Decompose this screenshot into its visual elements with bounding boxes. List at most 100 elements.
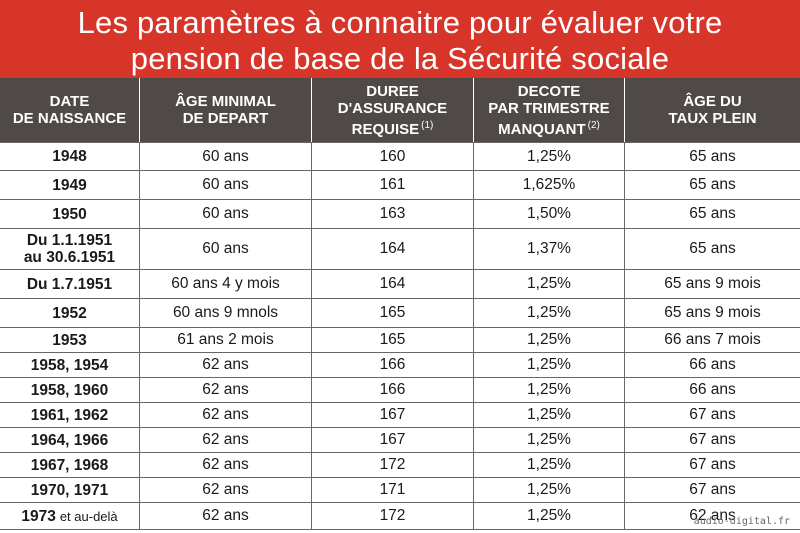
watermark: audio-digital.fr: [693, 516, 790, 527]
cell-min-age: 62 ans: [140, 453, 312, 477]
cell-discount: 1,25%: [474, 270, 625, 298]
table-header: DATE DE NAISSANCE ÂGE MINIMAL DE DEPART …: [0, 78, 800, 142]
birth-date-value: 1958, 1954: [30, 356, 109, 374]
cell-full-rate-age: 66 ans 7 mois: [664, 331, 761, 348]
cell-discount: 1,25%: [474, 403, 625, 427]
table-row: 1973 et au-delà 62 ans 172 1,25% 62 ans: [0, 503, 800, 530]
header-discount: DECOTE PAR TRIMESTRE MANQUANT (2): [474, 78, 625, 142]
cell-birth-date: 1973 et au-delà: [0, 503, 140, 529]
header-duration: DUREE D'ASSURANCE REQUISE (1): [312, 78, 474, 142]
header-min-age-line-1: ÂGE MINIMAL: [175, 93, 276, 110]
birth-date-value: 1953: [52, 331, 87, 349]
cell-birth-date: 1967, 1968: [0, 453, 140, 477]
table-row: 1950 60 ans 163 1,50% 65 ans: [0, 200, 800, 229]
cell-birth-date: Du 1.7.1951: [0, 270, 140, 298]
cell-duration: 163: [312, 200, 474, 228]
cell-duration: 172: [312, 503, 474, 529]
header-duration-line-3: REQUISE (1): [352, 117, 434, 138]
cell-min-age: 62 ans: [140, 353, 312, 377]
cell-discount: 1,25%: [474, 428, 625, 452]
birth-date-value: 1961, 1962: [30, 406, 109, 424]
title-banner: Les paramètres à connaitre pour évaluer …: [0, 0, 800, 78]
cell-discount: 1,37%: [474, 229, 625, 269]
cell-birth-date: 1970, 1971: [0, 478, 140, 502]
cell-discount: 1,25%: [474, 453, 625, 477]
footnote-1: (1): [421, 119, 434, 131]
title-line-1: Les paramètres à connaitre pour évaluer …: [77, 5, 723, 40]
cell-full-rate-age: 65 ans: [689, 147, 736, 165]
cell-discount: 1,25%: [474, 378, 625, 402]
cell-duration: 161: [312, 171, 474, 199]
cell-birth-date: 1953: [0, 328, 140, 352]
table-row: 1958, 1960 62 ans 166 1,25% 66 ans: [0, 378, 800, 403]
birth-date-value: 1967, 1968: [30, 456, 109, 474]
cell-min-age: 62 ans: [140, 478, 312, 502]
cell-full-rate-age: 67 ans: [689, 406, 736, 423]
birth-date-value: 1949: [52, 176, 87, 194]
cell-min-age: 61 ans 2 mois: [140, 328, 312, 352]
birth-date-value: 1964, 1966: [30, 431, 109, 449]
cell-discount: 1,25%: [474, 328, 625, 352]
cell-discount: 1,25%: [474, 143, 625, 170]
cell-full-rate-age: 65 ans: [689, 205, 736, 222]
cell-full-rate-age: 67 ans: [689, 431, 736, 448]
cell-birth-date: 1950: [0, 200, 140, 228]
table-row: 1949 60 ans 161 1,625% 65 ans: [0, 171, 800, 200]
cell-birth-date: 1961, 1962: [0, 403, 140, 427]
title-line-2: pension de base de la Sécurité sociale: [130, 41, 670, 76]
cell-min-age: 60 ans: [140, 171, 312, 199]
table-row: 1961, 1962 62 ans 167 1,25% 67 ans: [0, 403, 800, 428]
cell-duration: 172: [312, 453, 474, 477]
table-row: 1964, 1966 62 ans 167 1,25% 67 ans: [0, 428, 800, 453]
table-row: 1967, 1968 62 ans 172 1,25% 67 ans: [0, 453, 800, 478]
header-full-rate-age: ÂGE DU TAUX PLEIN: [625, 78, 800, 142]
cell-full-rate-age: 67 ans: [689, 481, 736, 498]
cell-min-age: 60 ans 9 mnols: [140, 299, 312, 327]
cell-full-rate-age: 65 ans: [689, 176, 736, 193]
header-discount-line-3: MANQUANT (2): [498, 117, 600, 138]
cell-full-rate-age: 65 ans 9 mois: [664, 304, 761, 321]
cell-discount: 1,25%: [474, 299, 625, 327]
table-row: 1953 61 ans 2 mois 165 1,25% 66 ans 7 mois: [0, 328, 800, 353]
table-row: 1970, 1971 62 ans 171 1,25% 67 ans: [0, 478, 800, 503]
cell-full-rate-age: 66 ans: [689, 381, 736, 398]
cell-birth-date: 1958, 1960: [0, 378, 140, 402]
cell-duration: 171: [312, 478, 474, 502]
birth-date-value: 1958, 1960: [30, 381, 109, 399]
cell-discount: 1,25%: [474, 503, 625, 529]
cell-birth-date: 1958, 1954: [0, 353, 140, 377]
table-row: Du 1.1.1951 au 30.6.1951 60 ans 164 1,37% 65 …: [0, 229, 800, 270]
table-row: Du 1.7.1951 60 ans 4 y mois 164 1,25% 65 ans…: [0, 270, 800, 299]
header-duration-line-1: DUREE: [366, 82, 419, 100]
birth-date-value: Du 1.7.1951: [26, 275, 113, 293]
cell-duration: 164: [312, 270, 474, 298]
cell-discount: 1,50%: [474, 200, 625, 228]
cell-min-age: 62 ans: [140, 503, 312, 529]
cell-duration: 167: [312, 403, 474, 427]
header-duration-line-2: D'ASSURANCE: [337, 99, 448, 117]
birth-date-line-2: au 30.6.1951: [23, 249, 116, 266]
cell-birth-date: 1952: [0, 299, 140, 327]
cell-duration: 160: [312, 143, 474, 170]
cell-min-age: 62 ans: [140, 403, 312, 427]
header-min-age-line-2: DE DEPART: [182, 110, 269, 127]
cell-duration: 165: [312, 328, 474, 352]
cell-duration: 164: [312, 229, 474, 269]
cell-duration: 166: [312, 378, 474, 402]
cell-discount: 1,625%: [474, 171, 625, 199]
cell-full-rate-age: 66 ans: [689, 356, 736, 373]
table-body: 1948 60 ans 160 1,25% 65 ans 1949 60 ans 161 1,6…: [0, 142, 800, 530]
header-full-rate-age-line-2: TAUX PLEIN: [668, 110, 757, 127]
birth-date-suffix: et au-delà: [59, 508, 118, 524]
cell-full-rate-age: 67 ans: [689, 456, 736, 473]
cell-duration: 166: [312, 353, 474, 377]
table-row: 1958, 1954 62 ans 166 1,25% 66 ans: [0, 353, 800, 378]
header-full-rate-age-line-1: ÂGE DU: [683, 93, 742, 110]
cell-duration: 165: [312, 299, 474, 327]
cell-birth-date: 1949: [0, 171, 140, 199]
cell-full-rate-age: 65 ans: [689, 240, 736, 257]
birth-date-value: 1952: [52, 304, 87, 322]
cell-min-age: 60 ans: [140, 229, 312, 269]
birth-date-value: 1950: [52, 205, 87, 223]
cell-birth-date: 1964, 1966: [0, 428, 140, 452]
